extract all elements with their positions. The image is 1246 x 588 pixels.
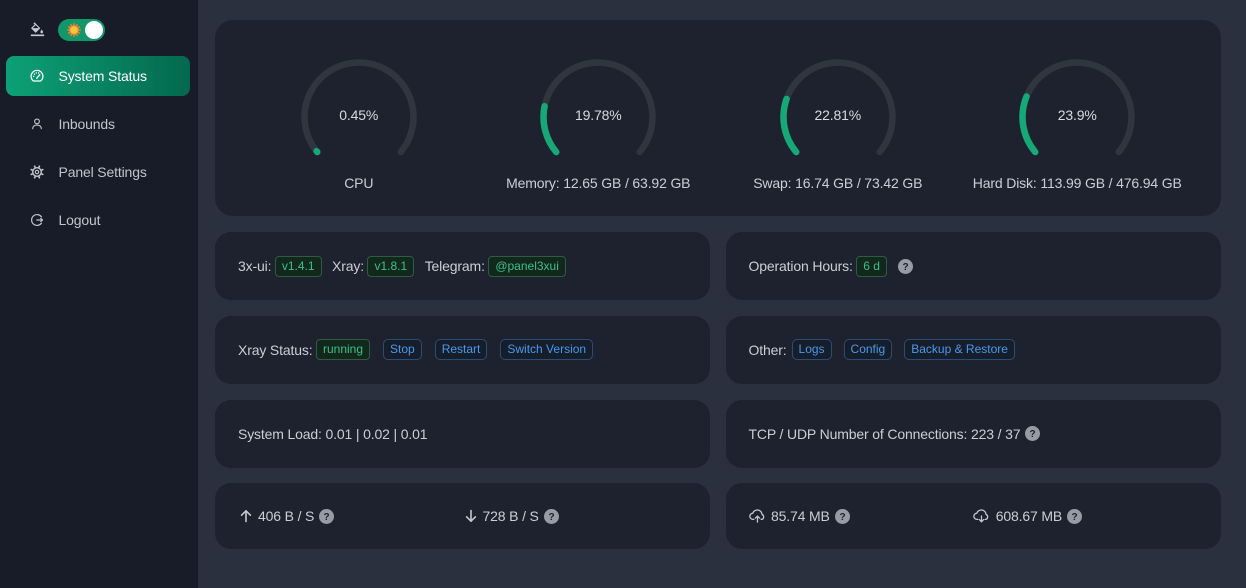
svg-text:?: ? bbox=[324, 512, 330, 523]
svg-text:?: ? bbox=[839, 512, 845, 523]
svg-text:?: ? bbox=[902, 262, 908, 273]
svg-text:?: ? bbox=[1030, 429, 1036, 440]
svg-text:?: ? bbox=[548, 512, 554, 523]
svg-text:?: ? bbox=[1072, 512, 1078, 523]
